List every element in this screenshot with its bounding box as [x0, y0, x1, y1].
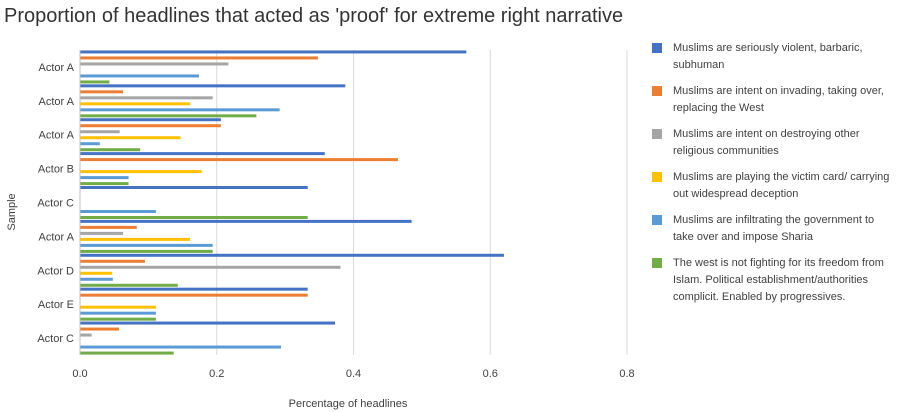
bar [80, 249, 213, 253]
legend-swatch [652, 258, 662, 268]
bar [80, 327, 119, 331]
legend-label: Muslims are infiltrating the government … [673, 214, 875, 243]
bar [80, 118, 221, 122]
bar [80, 259, 145, 263]
legend-label: Muslims are intent on destroying other r… [673, 128, 860, 157]
bar [80, 186, 308, 189]
bar [80, 114, 257, 118]
bar [80, 345, 282, 349]
bar [80, 311, 156, 315]
bar [80, 321, 336, 325]
bar [80, 130, 120, 134]
bar [80, 170, 202, 174]
legend-swatch [652, 86, 662, 96]
gridlines [216, 50, 628, 355]
legend-item: Muslims are intent on invading, taking o… [652, 83, 896, 117]
bar [80, 225, 137, 229]
legend-item: The west is not fighting for its freedom… [652, 255, 896, 306]
bar [80, 142, 100, 146]
bar [80, 253, 504, 257]
bar [80, 237, 191, 241]
bar [80, 293, 308, 297]
x-tick-label: 0.2 [209, 368, 224, 380]
bar [80, 176, 129, 180]
bar [80, 148, 141, 152]
legend-label: Muslims are playing the victim card/ car… [673, 171, 890, 200]
bar [80, 136, 181, 140]
category-label: Actor C [37, 198, 74, 210]
bar [80, 271, 113, 275]
y-axis-label: Sample [6, 193, 18, 230]
legend-item: Muslims are seriously violent, barbaric,… [652, 40, 896, 74]
bar [80, 216, 308, 219]
legend-swatch [652, 129, 662, 139]
category-label: Actor A [39, 231, 75, 243]
bar [80, 80, 110, 84]
category-label: Actor A [39, 62, 75, 74]
legend: Muslims are seriously violent, barbaric,… [652, 40, 896, 315]
bar [80, 124, 221, 128]
x-tick-label: 0.4 [346, 368, 361, 380]
bars [80, 50, 504, 355]
legend-swatch [652, 172, 662, 182]
bar [80, 277, 113, 281]
bar [80, 56, 318, 60]
bar [80, 102, 191, 106]
category-label: Actor A [39, 130, 75, 142]
bar [80, 333, 92, 337]
bar [80, 74, 199, 78]
x-tick-label: 0.6 [483, 368, 498, 380]
legend-label: The west is not fighting for its freedom… [673, 257, 884, 303]
bar [80, 243, 213, 247]
bar [80, 351, 174, 355]
x-tick-label: 0.8 [619, 368, 634, 380]
legend-label: Muslims are intent on invading, taking o… [673, 85, 884, 114]
bar [80, 305, 156, 309]
bar [80, 158, 398, 162]
bar [80, 317, 156, 321]
legend-swatch [652, 43, 662, 53]
category-label: Actor B [38, 164, 74, 176]
category-label: Actor D [37, 265, 74, 277]
bar [80, 182, 129, 186]
category-label: Actor A [39, 96, 75, 108]
bar [80, 84, 346, 88]
bar [80, 210, 156, 213]
bar [80, 90, 124, 94]
legend-item: Muslims are intent on destroying other r… [652, 126, 896, 160]
legend-swatch [652, 215, 662, 225]
bar [80, 62, 229, 66]
bar [80, 108, 280, 112]
bar [80, 265, 341, 269]
bar [80, 283, 178, 287]
bar [80, 152, 325, 156]
bar [80, 231, 124, 235]
bar [80, 219, 412, 223]
chart-title: Proportion of headlines that acted as 'p… [4, 5, 624, 27]
bar-chart: 0.0 0.2 0.4 0.6 0.8 Actor A Actor A Actor A Acto… [6, 50, 635, 410]
bar [80, 50, 467, 54]
category-label: Actor C [37, 333, 74, 345]
x-tick-label: 0.0 [72, 368, 87, 380]
legend-item: Muslims are playing the victim card/ car… [652, 169, 896, 203]
legend-label: Muslims are seriously violent, barbaric,… [673, 42, 863, 71]
legend-item: Muslims are infiltrating the government … [652, 212, 896, 246]
x-axis-label: Percentage of headlines [289, 398, 408, 410]
bar [80, 96, 213, 100]
axes: 0.0 0.2 0.4 0.6 0.8 Actor A Actor A Actor A Acto… [37, 50, 635, 380]
category-label: Actor E [38, 299, 74, 311]
bar [80, 287, 308, 291]
